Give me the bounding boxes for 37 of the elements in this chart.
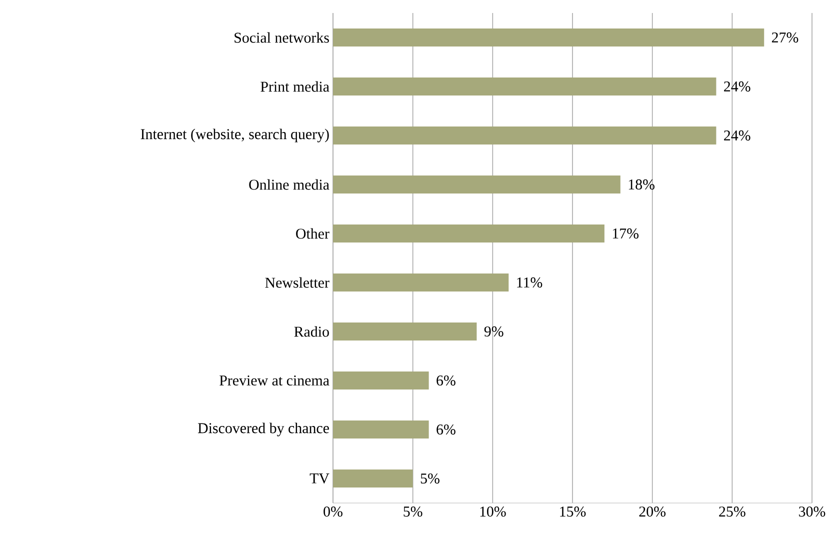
bar	[333, 274, 509, 292]
y-tick-label: Social networks	[234, 32, 329, 43]
y-tick-label: Other	[296, 228, 330, 239]
bar	[333, 28, 764, 46]
data-label: 5%	[420, 473, 440, 484]
y-tick-label: Print media	[260, 81, 330, 92]
data-label: 24%	[724, 130, 750, 141]
bar	[333, 126, 716, 144]
data-label: 9%	[484, 326, 504, 337]
x-tick-label: 25%	[719, 506, 746, 517]
x-tick-label: 5%	[404, 506, 422, 517]
x-tick-label: 20%	[639, 506, 666, 517]
x-tick-label: 0%	[324, 506, 342, 517]
data-label: 6%	[436, 375, 456, 386]
y-tick-label: Online media	[249, 179, 330, 190]
y-tick-label: Newsletter	[265, 277, 330, 288]
bar	[333, 470, 413, 488]
y-tick-label: Internet (website, search query)	[140, 128, 329, 142]
bar	[333, 322, 477, 341]
y-tick-label: TV	[310, 474, 330, 484]
y-tick-label: Radio	[294, 326, 329, 337]
data-label: 17%	[612, 228, 639, 239]
data-label: 24%	[724, 81, 750, 92]
bar	[333, 372, 429, 390]
x-tick-label: 10%	[480, 506, 506, 517]
bar	[333, 224, 604, 243]
y-tick-label: Discovered by chance	[198, 422, 329, 436]
bar	[333, 420, 429, 439]
data-label: 6%	[436, 424, 456, 435]
x-tick-label: 15%	[560, 506, 586, 517]
y-tick-label: Preview at cinema	[220, 375, 330, 386]
data-label: 18%	[628, 179, 654, 190]
data-label: 27%	[772, 32, 798, 43]
data-label: 11%	[517, 277, 542, 288]
x-tick-label: 30%	[799, 506, 826, 517]
bar	[333, 176, 620, 194]
bar	[333, 78, 716, 96]
